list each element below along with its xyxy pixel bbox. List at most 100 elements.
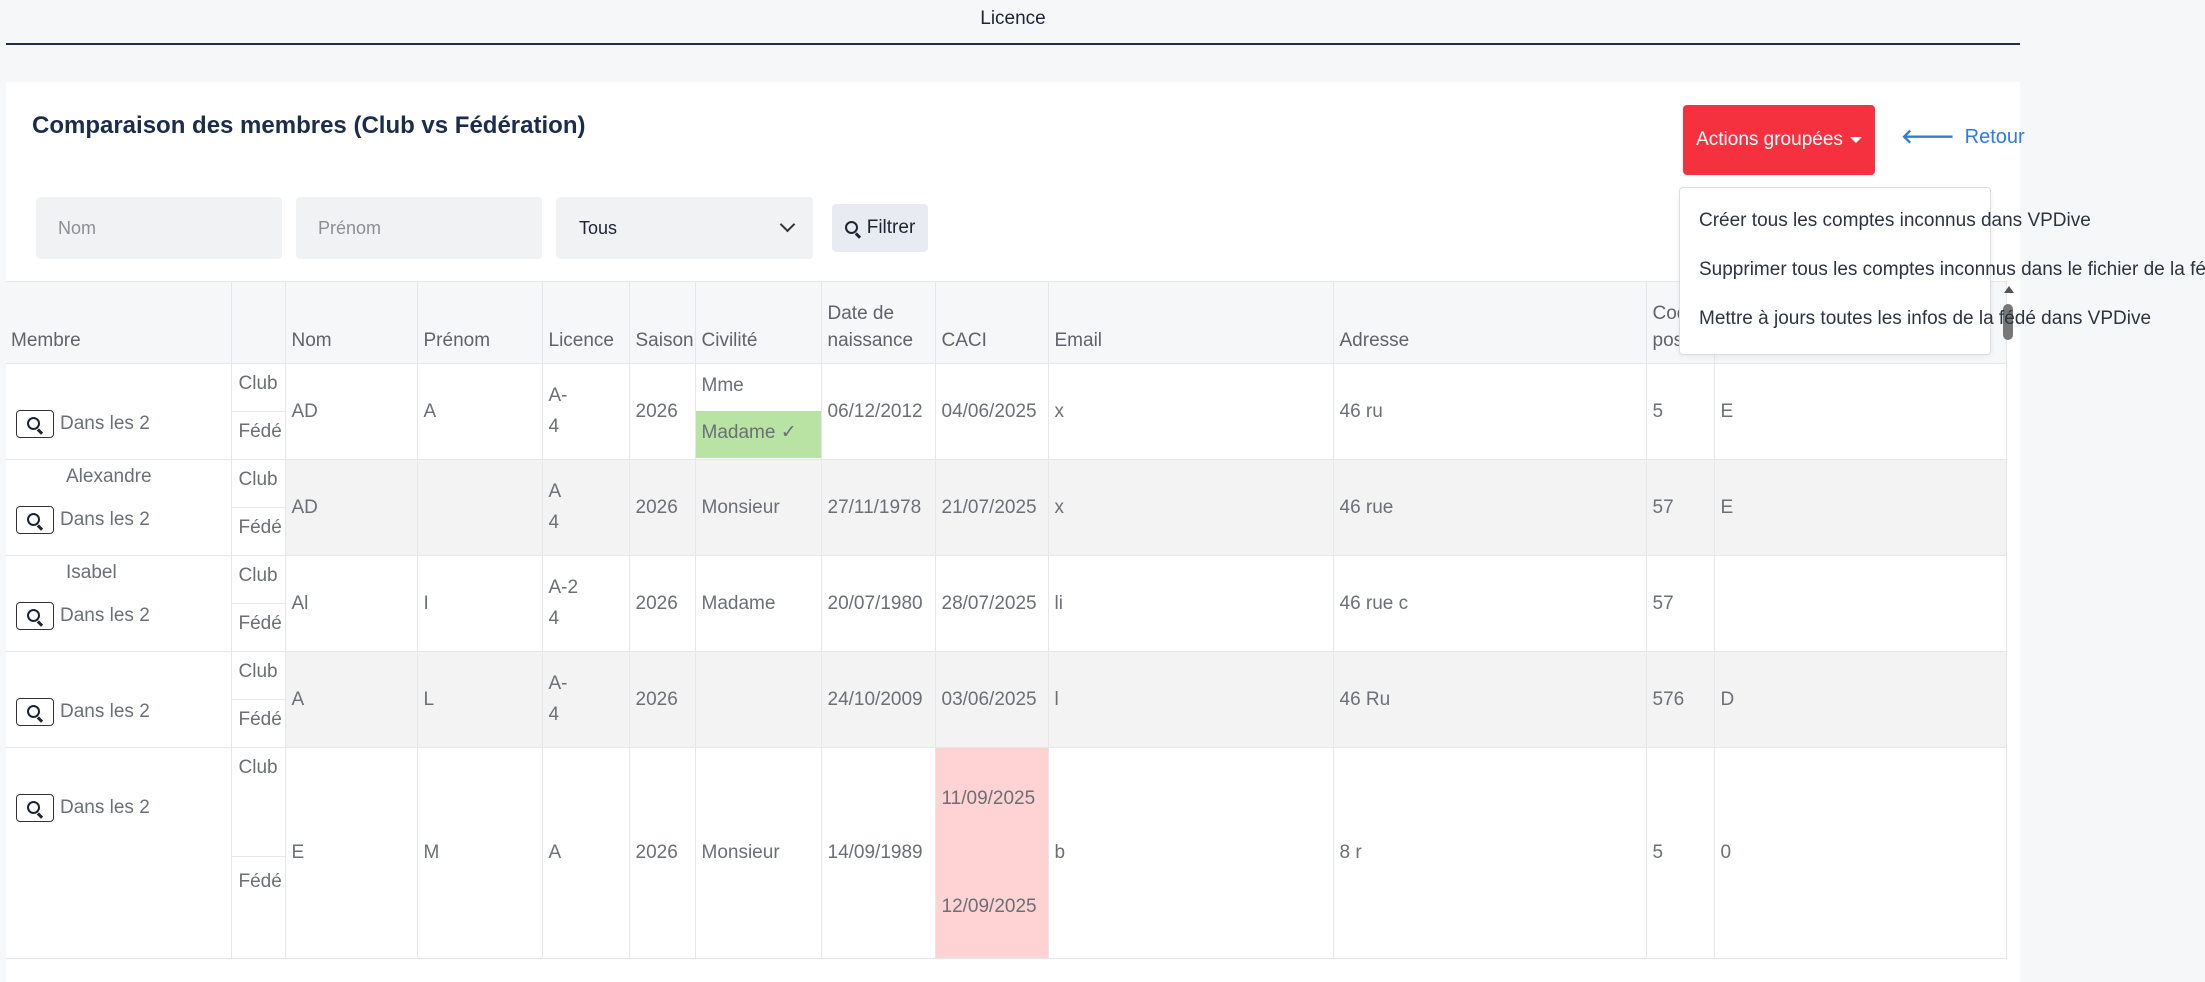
view-member-button[interactable] [16,506,54,534]
view-member-button[interactable] [16,698,54,726]
presence-label: Dans les 2 [60,797,150,818]
saison-cell: 2026 [629,363,696,460]
source-fede: Fédé [238,709,282,730]
licence-cell: A- 4 [542,363,630,460]
member-cell: Dans les 2 [6,747,232,959]
menu-item-create-unknown[interactable]: Créer tous les comptes inconnus dans VPD… [1699,210,2091,231]
civilite-cell: Mme Madame ✓ [695,363,822,460]
col-source [231,281,286,364]
top-bar-title: Licence [980,8,1046,29]
chevron-down-icon [779,216,796,233]
member-action: Dans les 2 [16,602,150,630]
view-member-button[interactable] [16,794,54,822]
source-fede: Fédé [238,871,282,892]
search-icon [27,609,41,623]
presence-label: Dans les 2 [60,605,150,626]
search-icon [27,705,41,719]
licence-line-2: 4 [548,511,560,533]
search-icon [27,801,41,815]
scroll-thumb[interactable] [2003,304,2013,340]
licence-line-1: A- [548,385,568,407]
view-member-button[interactable] [16,602,54,630]
col-civilite[interactable]: Civilité [695,281,822,364]
prenom-filter-input[interactable] [296,197,542,259]
ville-cell [1714,555,2007,652]
licence-line-1: A [548,481,562,503]
saison-cell: 2026 [629,747,696,959]
presence-label: Dans les 2 [60,509,150,530]
cp-cell: 5 [1646,747,1715,959]
caret-down-icon [1849,136,1862,143]
status-select[interactable]: Tous [556,197,813,259]
member-action: Dans les 2 [16,698,150,726]
col-email[interactable]: Email [1048,281,1334,364]
licence-cell: A- 4 [542,651,630,748]
bulk-actions-button[interactable]: Actions groupées [1683,105,1875,175]
member-name: Alexandre [66,466,152,487]
prenom-cell [417,459,543,556]
nom-cell: A [285,651,418,748]
email-cell: l [1048,651,1334,748]
col-caci[interactable]: CACI [935,281,1049,364]
civilite-club: Mme [701,375,744,396]
civilite-fede-match: Madame ✓ [695,411,820,458]
member-cell: Dans les 2 [6,651,232,748]
col-adresse[interactable]: Adresse [1333,281,1647,364]
civilite-cell: Monsieur [695,459,822,556]
menu-scrollbar[interactable] [2003,286,2014,346]
col-nom[interactable]: Nom [285,281,418,364]
col-prenom[interactable]: Prénom [417,281,543,364]
source-club: Club [231,364,284,412]
nom-cell: Al [285,555,418,652]
col-naissance[interactable]: Date de naissance [821,281,936,364]
bulk-actions-menu: Créer tous les comptes inconnus dans VPD… [1679,187,2205,355]
source-club: Club [231,748,284,857]
source-cell: Club Fédé [231,363,286,460]
source-cell: Club Fédé [231,747,286,959]
saison-cell: 2026 [629,459,696,556]
nom-filter-input[interactable] [36,197,282,259]
licence-line-2: 4 [548,415,560,437]
email-cell: x [1048,459,1334,556]
back-link[interactable]: 🡐 Retour [1901,124,2025,149]
cp-cell: 57 [1646,555,1715,652]
licence-cell: A [542,747,630,959]
member-cell: Dans les 2 [6,363,232,460]
table-row: Dans les 2 Club Fédé E M A 2026 Monsieur … [6,747,2007,959]
col-saison[interactable]: Saison [629,281,696,364]
ville-cell: E [1714,363,2007,460]
table-row: Dans les 2 Club Fédé A L A- 4 2026 24/10/2… [6,651,2007,748]
source-fede: Fédé [238,517,282,538]
filter-button[interactable]: Filtrer [832,204,928,252]
civilite-cell: Madame [695,555,822,652]
source-club: Club [231,652,284,700]
col-licence[interactable]: Licence [542,281,630,364]
caci-cell: 04/06/2025 [935,363,1049,460]
source-club: Club [231,556,284,604]
civilite-cell [695,651,822,748]
member-cell: Isabel Dans les 2 [6,555,232,652]
licence-line-2: 4 [548,703,560,725]
source-cell: Club Fédé [231,651,286,748]
scroll-up-arrow-icon[interactable] [2004,286,2014,293]
caci-cell: 03/06/2025 [935,651,1049,748]
presence-label: Dans les 2 [60,413,150,434]
menu-item-update-all[interactable]: Mettre à jours toutes les infos de la fé… [1699,308,2152,329]
cp-cell: 57 [1646,459,1715,556]
status-select-value: Tous [579,218,618,238]
cp-cell: 576 [1646,651,1715,748]
search-icon [27,417,41,431]
naissance-cell: 27/11/1978 [821,459,936,556]
view-member-button[interactable] [16,410,54,438]
naissance-cell: 14/09/1989 [821,747,936,959]
ville-cell: E [1714,459,2007,556]
cp-cell: 5 [1646,363,1715,460]
menu-item-delete-unknown[interactable]: Supprimer tous les comptes inconnus dans… [1699,259,2205,280]
back-link-label: Retour [1964,126,2025,148]
member-action: Dans les 2 [16,794,150,822]
prenom-cell: L [417,651,543,748]
top-bar: Licence [6,0,2020,45]
source-club: Club [231,460,284,508]
